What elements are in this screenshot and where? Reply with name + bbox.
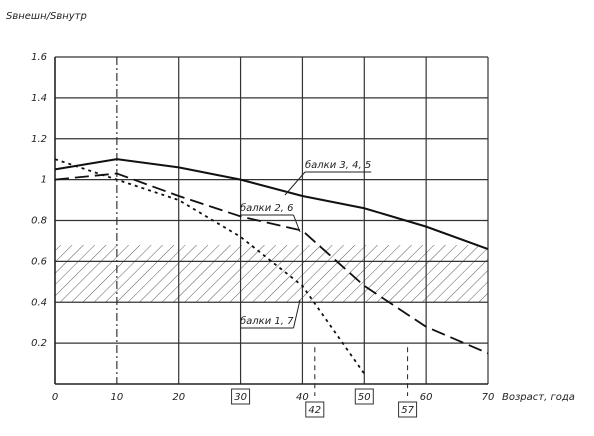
y-tick-label: 0.6 (31, 256, 47, 267)
marker-label: 57 (401, 405, 414, 416)
y-axis-label: Sвнешн/Sвнутр (6, 11, 87, 22)
x-axis-label: Возраст, года (502, 392, 575, 403)
series-annotation: балки 2, 6 (240, 202, 294, 214)
x-tick-label: 30 (234, 392, 247, 403)
x-tick-label: 20 (172, 392, 185, 403)
annotation-leader (284, 171, 306, 196)
tick-box (231, 388, 251, 405)
x-tick-label: 70 (482, 392, 495, 403)
x-tick-label: 50 (358, 392, 371, 403)
hatched-band (55, 245, 488, 303)
y-tick-label: 0.2 (31, 338, 47, 349)
y-tick-label: 0.8 (31, 216, 47, 227)
tick-box (354, 388, 374, 405)
y-tick-label: 1.6 (31, 52, 47, 63)
annotation-leader (293, 299, 301, 329)
series-line (54, 172, 489, 355)
y-tick-label: 1.2 (31, 134, 47, 145)
annotation-leader (293, 214, 301, 233)
y-tick-label: 0.4 (31, 297, 47, 308)
x-tick-label: 60 (420, 392, 433, 403)
marker-box (398, 401, 418, 418)
y-tick-label: 1 (41, 175, 47, 186)
x-tick-label: 40 (296, 392, 309, 403)
x-tick-label: 10 (110, 392, 123, 403)
marker-label: 42 (308, 405, 321, 416)
series-annotation: балки 3, 4, 5 (305, 159, 371, 171)
series-line (54, 158, 489, 251)
y-tick-label: 1.4 (31, 93, 47, 104)
x-tick-label: 0 (52, 392, 58, 403)
marker-box (305, 401, 325, 418)
series-annotation: балки 1, 7 (240, 315, 294, 327)
